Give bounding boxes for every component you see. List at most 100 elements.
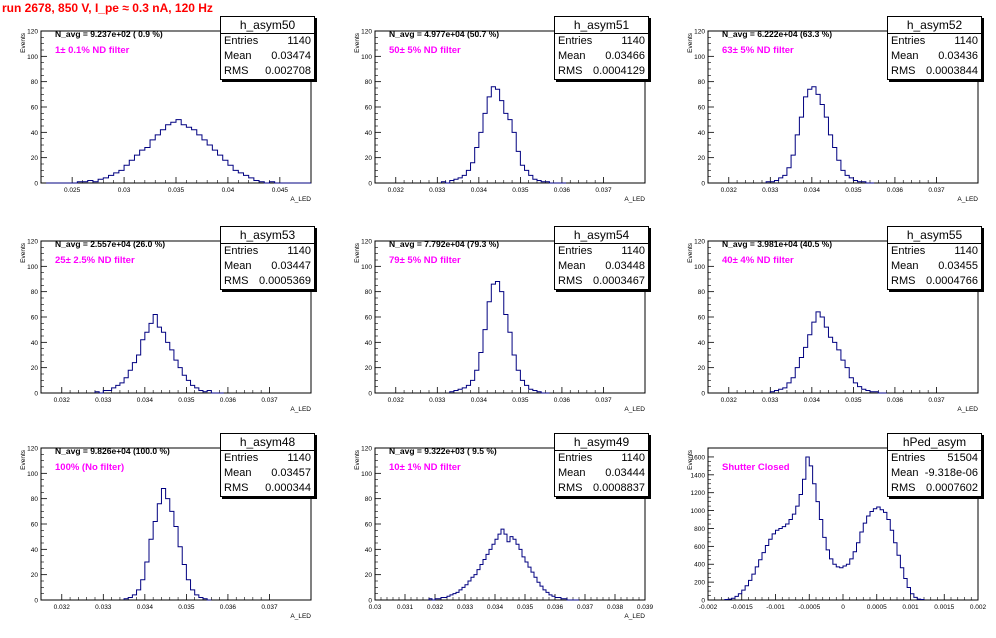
y-axis-label: Events: [687, 32, 694, 53]
y-tick-label: 100: [27, 471, 38, 478]
filter-label: 1± 0.1% ND filter: [55, 45, 130, 56]
y-tick-label: 20: [365, 365, 373, 372]
y-tick-label: 40: [698, 340, 706, 347]
stats-row-entries: Entries 1140: [555, 244, 648, 259]
stats-key: Mean: [224, 467, 252, 479]
stats-key: RMS: [558, 275, 583, 287]
histogram-panel-h_asym51: 0 20 40 60 80 100 120 0.032 0.033 0.034 0.035 0.036…: [349, 15, 671, 221]
stats-value: 0.0007602: [926, 482, 978, 494]
stats-value: 0.03466: [605, 50, 645, 62]
x-tick-label: 0.035: [168, 187, 185, 194]
x-tick-label: 0.03: [118, 187, 131, 194]
histogram-svg: 0 20 40 60 80 100 120 0.032 0.033 0.034 0.035 0.036…: [687, 29, 979, 203]
stats-value: -9.318e-06: [924, 467, 978, 479]
y-tick-label: 80: [31, 79, 39, 86]
stats-value: 1140: [621, 452, 645, 464]
stats-row-rms: RMS 0.0004766: [888, 274, 981, 289]
x-tick-label: 0.034: [471, 397, 488, 404]
y-tick-label: 120: [27, 29, 38, 36]
stats-value: 0.03457: [271, 467, 311, 479]
stats-box: h_asym54 Entries 1140 Mean 0.03448 RMS 0.00034…: [554, 226, 649, 290]
histogram-svg: 0 20 40 60 80 100 120 0.025 0.03 0.035 0.04 0.045 Ev…: [20, 29, 312, 203]
x-tick-label: 0.033: [95, 604, 112, 611]
y-tick-label: 1600: [691, 454, 706, 461]
histogram-panel-h_asym50: 0 20 40 60 80 100 120 0.025 0.03 0.035 0.04 0.045 Ev…: [15, 15, 337, 221]
stats-row-rms: RMS 0.0003467: [555, 274, 648, 289]
x-tick-label: 0.036: [220, 604, 237, 611]
y-tick-label: 0: [368, 598, 372, 605]
stats-row-mean: Mean 0.03447: [221, 259, 314, 274]
histogram-line: [46, 119, 311, 184]
stats-value: 0.0004766: [926, 275, 978, 287]
x-tick-label: 0.036: [887, 397, 904, 404]
stats-title: h_asym50: [221, 17, 314, 34]
stats-value: 0.0004129: [593, 65, 645, 77]
y-tick-label: 60: [365, 105, 373, 112]
stats-key: RMS: [224, 482, 249, 494]
y-tick-label: 60: [365, 315, 373, 322]
x-tick-label: 0.0005: [867, 604, 887, 611]
y-axis-label: Events: [20, 32, 27, 53]
n-avg-label: N_avg = 9.322e+03 ( 9.5 %): [389, 446, 497, 456]
y-tick-label: 20: [365, 572, 373, 579]
y-tick-label: 100: [694, 264, 705, 271]
stats-key: Mean: [891, 467, 919, 479]
y-tick-label: 40: [365, 340, 373, 347]
y-tick-label: 40: [31, 547, 39, 554]
x-tick-label: 0.034: [487, 604, 504, 611]
y-tick-label: 800: [694, 526, 705, 533]
x-tick-label: 0.033: [762, 397, 779, 404]
x-tick-label: 0.002: [970, 604, 987, 611]
x-axis-label: A_LED: [290, 613, 311, 620]
y-tick-label: 120: [694, 239, 705, 246]
x-tick-label: 0.034: [804, 187, 821, 194]
stats-key: RMS: [558, 482, 583, 494]
x-tick-label: 0.0015: [934, 604, 954, 611]
y-tick-label: 40: [31, 130, 39, 137]
stats-title: h_asym54: [555, 227, 648, 244]
x-tick-label: 0.034: [471, 187, 488, 194]
x-tick-label: 0.037: [261, 397, 278, 404]
x-tick-label: 0.036: [554, 187, 571, 194]
stats-title: h_asym52: [888, 17, 981, 34]
y-tick-label: 40: [31, 340, 39, 347]
stats-key: RMS: [224, 65, 249, 77]
y-tick-label: 120: [27, 446, 38, 453]
stats-key: Entries: [558, 245, 593, 257]
y-axis-label: Events: [20, 449, 27, 470]
y-axis-label: Events: [687, 242, 694, 263]
y-tick-label: 60: [31, 315, 39, 322]
y-tick-label: 80: [698, 79, 706, 86]
stats-box: h_asym50 Entries 1140 Mean 0.03474 RMS 0.00270…: [220, 16, 315, 80]
histogram-panel-hPed_asym: 0 200 400 600 800 1000 1200 1400 1600 -0.002 -0.00…: [682, 432, 996, 638]
x-tick-label: 0.033: [95, 397, 112, 404]
x-tick-label: 0.038: [607, 604, 624, 611]
histogram-svg: 0 20 40 60 80 100 120 0.032 0.033 0.034 0.035 0.036…: [354, 29, 646, 203]
x-tick-label: 0.032: [54, 397, 71, 404]
filter-label: 10± 1% ND filter: [389, 462, 461, 473]
x-tick-label: 0.035: [512, 187, 529, 194]
y-tick-label: 100: [27, 264, 38, 271]
n-avg-label: N_avg = 6.222e+04 (63.3 %): [722, 29, 833, 39]
x-tick-label: 0.031: [397, 604, 414, 611]
y-tick-label: 1400: [691, 472, 706, 479]
y-tick-label: 80: [365, 79, 373, 86]
y-tick-label: 200: [694, 580, 705, 587]
stats-key: Entries: [224, 452, 259, 464]
histogram-panel-h_asym49: 0 20 40 60 80 100 120 0.03 0.031 0.032 0.033 0.034 0…: [349, 432, 671, 638]
y-tick-label: 60: [31, 105, 39, 112]
x-tick-label: 0.025: [64, 187, 81, 194]
y-tick-label: 20: [698, 155, 706, 162]
x-tick-label: 0.045: [272, 187, 289, 194]
stats-value: 1140: [287, 245, 311, 257]
stats-row-entries: Entries 51504: [888, 451, 981, 466]
n-avg-label: N_avg = 7.792e+04 (79.3 %): [389, 239, 500, 249]
x-tick-label: 0.036: [887, 187, 904, 194]
stats-value: 0.0008837: [593, 482, 645, 494]
stats-row-mean: Mean 0.03457: [221, 466, 314, 481]
filter-label: 100% (No filter): [55, 462, 125, 473]
stats-key: RMS: [891, 275, 916, 287]
stats-title: h_asym51: [555, 17, 648, 34]
x-tick-label: 0.035: [845, 397, 862, 404]
x-tick-label: 0.033: [457, 604, 474, 611]
